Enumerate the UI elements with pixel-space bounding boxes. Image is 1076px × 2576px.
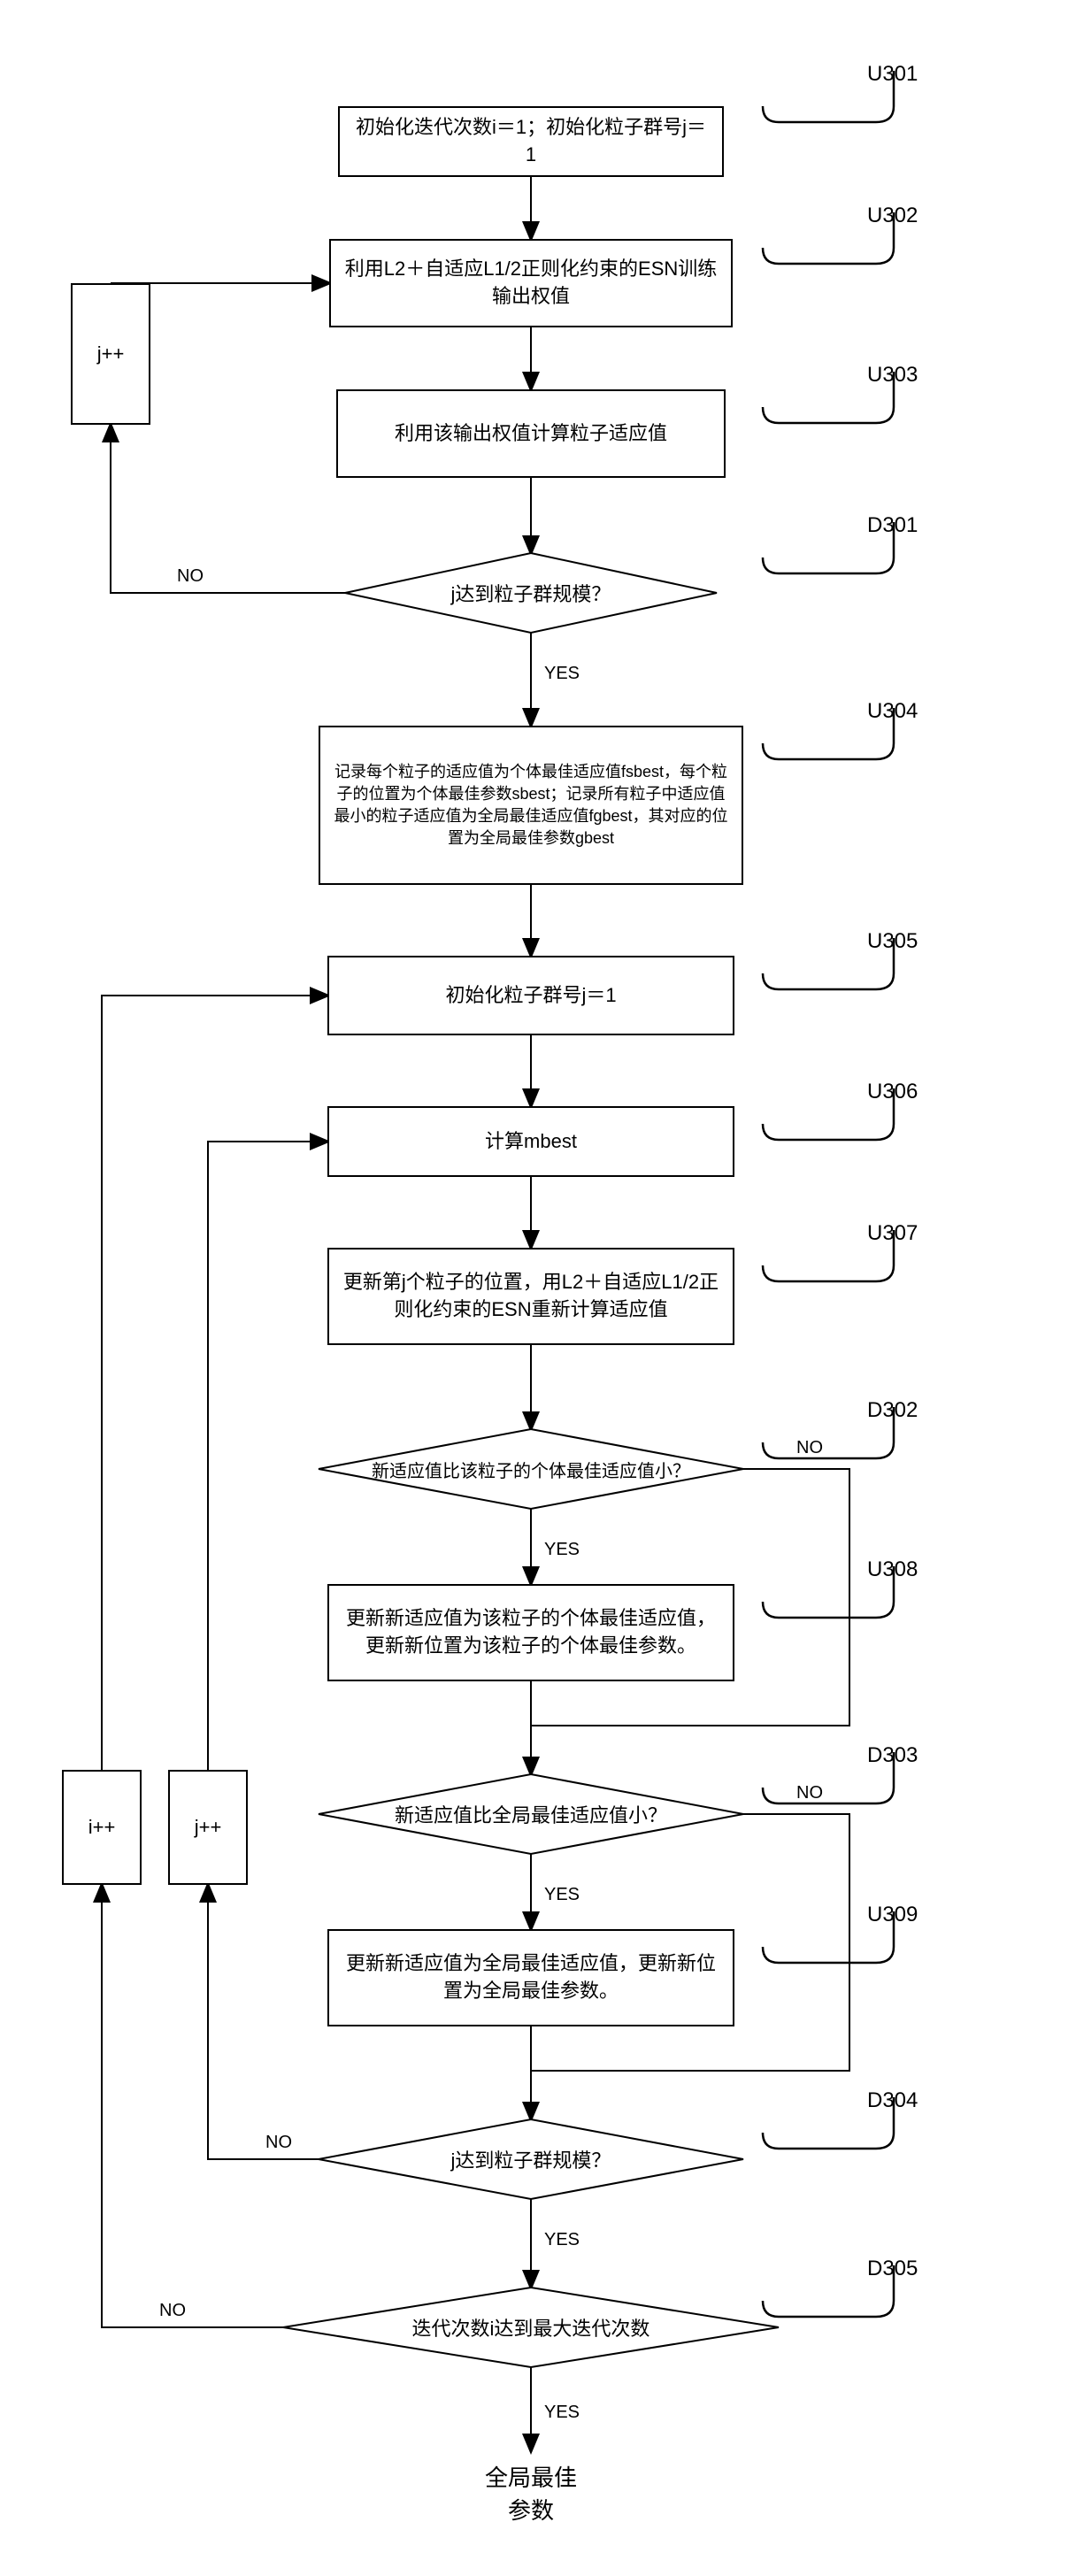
- label-D301: D301: [867, 513, 918, 538]
- jpp-text: j++: [97, 341, 125, 368]
- label-U309: U309: [867, 1903, 918, 1927]
- node-jpp-top: j++: [71, 283, 150, 425]
- U304-text: 记录每个粒子的适应值为个体最佳适应值fsbest，每个粒子的位置为个体最佳参数s…: [331, 761, 731, 850]
- jpp2-text: j++: [195, 1814, 222, 1842]
- node-U309: 更新新适应值为全局最佳适应值，更新新位置为全局最佳参数。: [327, 1929, 734, 2026]
- edge-e4-no: [111, 425, 345, 593]
- D305-no-label: NO: [159, 2301, 186, 2321]
- U306-text: 计算mbest: [485, 1128, 577, 1156]
- terminal: 全局最佳 参数: [469, 2460, 593, 2526]
- node-U307: 更新第j个粒子的位置，用L2＋自适应L1/2正则化约束的ESN重新计算适应值: [327, 1248, 734, 1345]
- label-U307: U307: [867, 1221, 918, 1246]
- D305-label: 迭代次数i达到最大迭代次数: [283, 2301, 779, 2354]
- U302-text: 利用L2＋自适应L1/2正则化约束的ESN训练输出权值: [342, 256, 720, 311]
- label-U301: U301: [867, 62, 918, 87]
- node-U304: 记录每个粒子的适应值为个体最佳适应值fsbest，每个粒子的位置为个体最佳参数s…: [319, 726, 743, 885]
- U305-text: 初始化粒子群号j＝1: [445, 982, 616, 1010]
- label-U305: U305: [867, 929, 918, 954]
- U303-text: 利用该输出权值计算粒子适应值: [395, 420, 667, 448]
- D305-yes-label: YES: [544, 2403, 580, 2423]
- D302-yes-label: YES: [544, 1540, 580, 1560]
- node-jpp2: j++: [168, 1770, 248, 1885]
- label-U302: U302: [867, 204, 918, 228]
- D302-no-label: NO: [796, 1438, 823, 1458]
- D303-label: 新适应值比全局最佳适应值小？: [319, 1788, 743, 1841]
- node-U301: 初始化迭代次数i＝1；初始化粒子群号j＝1: [338, 106, 724, 177]
- ipp2-text: i++: [88, 1814, 116, 1842]
- flowchart-canvas: 初始化迭代次数i＝1；初始化粒子群号j＝1 利用L2＋自适应L1/2正则化约束的…: [18, 18, 1076, 2558]
- label-U306: U306: [867, 1080, 918, 1104]
- U307-text: 更新第j个粒子的位置，用L2＋自适应L1/2正则化约束的ESN重新计算适应值: [340, 1269, 722, 1324]
- node-U302: 利用L2＋自适应L1/2正则化约束的ESN训练输出权值: [329, 239, 733, 327]
- D304-no-label: NO: [265, 2133, 292, 2153]
- label-D304: D304: [867, 2088, 918, 2113]
- D303-yes-label: YES: [544, 1885, 580, 1905]
- U309-text: 更新新适应值为全局最佳适应值，更新新位置为全局最佳参数。: [340, 1950, 722, 2005]
- D304-yes-label: YES: [544, 2230, 580, 2250]
- D304-label: j达到粒子群规模？: [319, 2133, 743, 2186]
- node-U305: 初始化粒子群号j＝1: [327, 956, 734, 1035]
- D303-no-label: NO: [796, 1783, 823, 1803]
- node-U303: 利用该输出权值计算粒子适应值: [336, 389, 726, 478]
- label-D303: D303: [867, 1743, 918, 1768]
- label-U308: U308: [867, 1557, 918, 1582]
- edge-e-ipp2-out: [102, 996, 327, 1770]
- label-D305: D305: [867, 2257, 918, 2281]
- edge-e-jpp2-out: [208, 1142, 327, 1770]
- U308-text: 更新新适应值为该粒子的个体最佳适应值，更新新位置为该粒子的个体最佳参数。: [340, 1605, 722, 1660]
- node-U306: 计算mbest: [327, 1106, 734, 1177]
- D302-label: 新适应值比该粒子的个体最佳适应值小？: [319, 1442, 743, 1496]
- label-U304: U304: [867, 699, 918, 724]
- D301-label: j达到粒子群规模？: [345, 566, 717, 619]
- U301-text: 初始化迭代次数i＝1；初始化粒子群号j＝1: [350, 114, 711, 169]
- D301-yes-label: YES: [544, 664, 580, 684]
- edge-e14-no: [102, 1885, 283, 2327]
- node-U308: 更新新适应值为该粒子的个体最佳适应值，更新新位置为该粒子的个体最佳参数。: [327, 1584, 734, 1681]
- label-U303: U303: [867, 363, 918, 388]
- edge-e13-no: [208, 1885, 319, 2159]
- label-D302: D302: [867, 1398, 918, 1423]
- node-ipp2: i++: [62, 1770, 142, 1885]
- D301-no-label: NO: [177, 566, 204, 587]
